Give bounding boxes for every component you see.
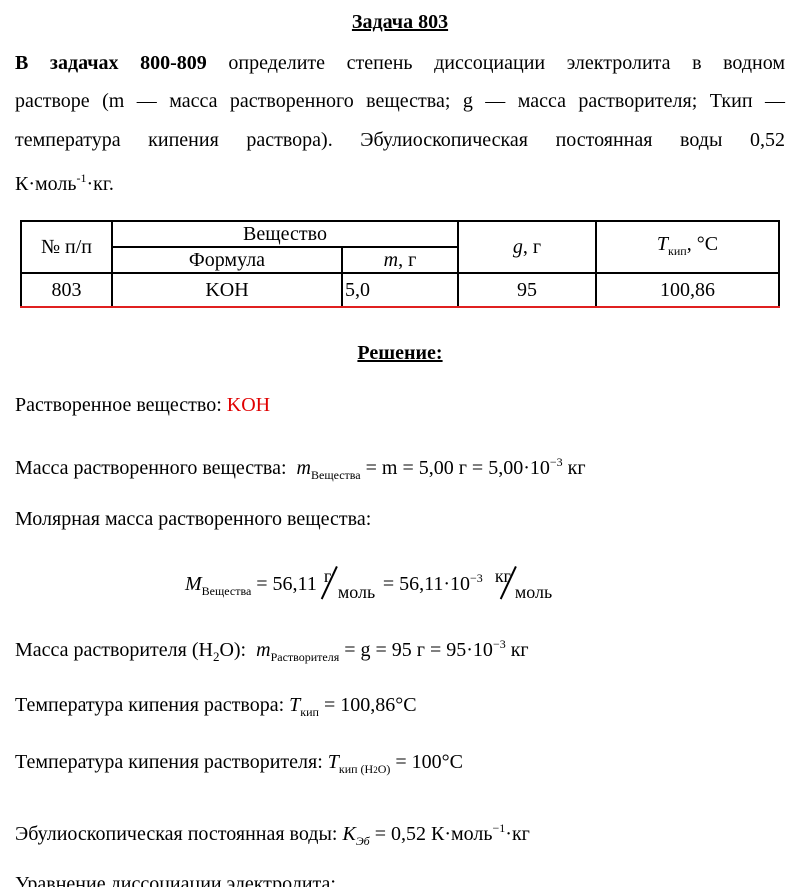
subscript: кип: [300, 705, 319, 719]
label: Температура кипения растворителя:: [15, 751, 323, 773]
unit: , °С: [686, 232, 719, 255]
intro-line-3: температура кипения раствора). Эбулиоско…: [15, 129, 785, 151]
t-symbol: T: [656, 232, 669, 255]
equation: = 56,11: [251, 573, 322, 595]
intro-bold: В задачах 800-809: [15, 52, 207, 74]
data-table: № п/п Вещество g, г Tкип, °С Формула m, …: [20, 220, 780, 308]
label: Температура кипения раствора:: [15, 694, 285, 716]
label: O):: [219, 639, 247, 661]
subscript: Растворителя: [270, 650, 340, 664]
tsol-line: Температура кипения раствора: Tкип = 100…: [15, 693, 417, 724]
label: Масса растворителя (H: [15, 639, 213, 661]
g-symbol: g: [512, 236, 523, 258]
exponent: −3: [549, 455, 563, 469]
exponent: −1: [492, 821, 506, 835]
subscript: 2: [212, 649, 220, 664]
symbol: T: [327, 751, 339, 773]
label: Растворенное вещество:: [15, 394, 227, 416]
tsolv-line: Температура кипения растворителя: Tкип (…: [15, 750, 463, 782]
cell-formula: KOH: [111, 272, 343, 308]
symbol: T: [289, 694, 301, 716]
equation: = 100°C: [390, 751, 464, 773]
header-num: № п/п: [20, 220, 113, 274]
intro-line-4: К·моль-1·кг.: [15, 166, 114, 196]
unit: кг: [505, 639, 529, 661]
dissociation-label: Уравнение диссоциации электролита:: [15, 873, 336, 887]
cell-g: 95: [457, 272, 597, 308]
header-g: g, г: [457, 220, 597, 274]
subscript: Вещества: [201, 584, 252, 598]
solvent-line: Масса растворителя (H2O): mРастворителя …: [15, 632, 529, 669]
cell-m: 5,0: [341, 272, 459, 308]
subscript-text: O): [377, 762, 391, 776]
solute-line: Растворенное вещество: KOH: [15, 393, 270, 417]
header-substance: Вещество: [111, 220, 459, 248]
solute-value: KOH: [226, 394, 271, 416]
unit: , г: [398, 249, 417, 271]
numerator: г: [323, 566, 332, 586]
mass-line: Масса растворенного вещества: mВещества …: [15, 450, 586, 487]
text: К·моль: [15, 173, 77, 195]
table-row: 803 KOH 5,0 95 100,86: [20, 272, 780, 308]
fraction: кг моль: [493, 566, 557, 602]
molar-equation: MВещества = 56,11 г моль = 56,11·10−3 кг м…: [185, 566, 557, 603]
keb-line: Эбулиоскопическая постоянная воды: KЭб =…: [15, 816, 530, 853]
fraction: г моль: [320, 566, 378, 602]
denominator: моль: [514, 582, 553, 602]
text: ·кг.: [86, 173, 114, 195]
table-underline: [20, 306, 780, 308]
equation: = 56,11·10: [377, 573, 471, 595]
m-symbol: m: [383, 249, 399, 271]
label: Эбулиоскопическая постоянная воды:: [15, 823, 338, 845]
intro-line-1: В задачах 800-809 определите степень дис…: [15, 51, 785, 75]
cell-t: 100,86: [595, 272, 780, 308]
equation: = 100,86°C: [318, 694, 417, 716]
cell-num: 803: [20, 272, 113, 308]
unit: ·кг: [505, 823, 530, 845]
subscript: Вещества: [311, 468, 361, 482]
subscript-text: 2: [373, 765, 378, 775]
intro-text: определите степень диссоциации электроли…: [206, 52, 785, 74]
unit: кг: [562, 457, 586, 479]
header-formula: Формула: [111, 246, 343, 274]
symbol: m: [296, 457, 311, 479]
exponent: −3: [492, 637, 506, 651]
subscript-text: кип (H: [338, 762, 374, 776]
exponent: −3: [470, 571, 483, 585]
denominator: моль: [337, 582, 376, 602]
intro-line-2: растворе (m — масса растворенного вещест…: [15, 90, 785, 112]
label: Масса растворенного вещества:: [15, 457, 287, 479]
solution-title: Решение:: [357, 342, 443, 364]
equation: = g = 95 г = 95·10: [339, 639, 493, 661]
subscript: кип (H2O): [339, 762, 391, 776]
equation: = m = 5,00 г = 5,00·10: [360, 457, 550, 479]
subscript: Эб: [355, 834, 370, 848]
symbol: K: [342, 823, 356, 845]
molar-label: Молярная масса растворенного вещества:: [15, 508, 372, 530]
header-m: m, г: [341, 246, 459, 274]
task-title: Задача 803: [351, 11, 449, 33]
header-t: Tкип, °С: [595, 220, 780, 274]
equation: = 0,52 К·моль: [369, 823, 493, 845]
symbol: m: [256, 639, 271, 661]
superscript: -1: [76, 171, 87, 185]
unit: , г: [522, 236, 542, 258]
subscript: кип: [668, 243, 687, 258]
symbol: M: [185, 573, 202, 595]
